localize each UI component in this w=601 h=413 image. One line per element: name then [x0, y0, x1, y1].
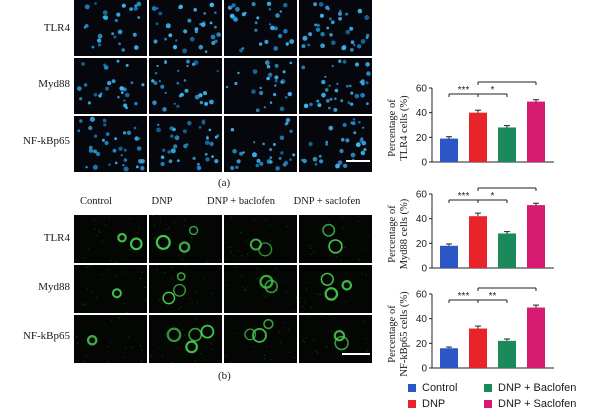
micrograph-tile-b-r0-c0 [74, 215, 147, 263]
significance-label-1: * [491, 191, 495, 202]
bar-1 [469, 328, 487, 368]
significance-bracket-0: *** [448, 291, 479, 303]
y-tick-label: 20 [416, 133, 428, 144]
y-tick-label: 60 [416, 190, 428, 201]
bar-2 [498, 233, 516, 268]
legend-item-control: Control [408, 382, 457, 394]
legend-swatch-control [408, 384, 416, 392]
panel-b-row-label-nfkbp65: NF-kBp65 [22, 330, 70, 342]
scale-bar-a [346, 160, 370, 162]
significance-label-0: *** [458, 85, 470, 96]
scale-bar-b [342, 353, 370, 355]
significance-bracket-0: *** [448, 85, 479, 97]
micrograph-tile-b-r2-c3 [299, 314, 372, 363]
panel-b-row-label-tlr4: TLR4 [43, 232, 70, 244]
panel-b-micrograph-grid [74, 215, 373, 363]
legend-item-dnp-baclofen: DNP + Baclofen [484, 382, 576, 394]
y-tick-label: 40 [416, 214, 428, 225]
significance-bracket-0: *** [448, 191, 479, 203]
micrograph-tile-a-r0-c3 [299, 0, 372, 56]
micrograph-tile-a-r2-c0 [74, 116, 147, 172]
significance-bracket-2: * [477, 78, 537, 85]
legend-item-dnp-saclofen: DNP + Saclofen [484, 398, 576, 410]
panel-a-micrograph-grid [74, 0, 372, 172]
legend-label-dnp-saclofen: DNP + Saclofen [498, 398, 577, 410]
micrograph-tile-a-r1-c2 [224, 58, 297, 114]
bar-0 [440, 348, 458, 368]
panel-a-row-label-myd88: Myd88 [38, 78, 70, 90]
significance-label-0: *** [458, 291, 470, 302]
micrograph-tile-b-r0-c1 [149, 215, 222, 263]
significance-label-2: * [505, 184, 509, 190]
bar-2 [498, 127, 516, 162]
panel-b-col-label-dnp-baclofen: DNP + baclofen [207, 196, 275, 207]
panel-b-col-label-control: Control [79, 196, 113, 207]
bar-3 [527, 101, 545, 162]
y-tick-label: 0 [421, 158, 427, 169]
legend-label-dnp: DNP [422, 398, 446, 410]
bar-1 [469, 112, 487, 162]
micrograph-tile-a-r2-c3 [299, 116, 372, 172]
significance-bracket-2: * [477, 184, 537, 191]
y-tick-label: 40 [416, 108, 428, 119]
legend-label-dnp-baclofen: DNP + Baclofen [498, 382, 577, 394]
y-tick-label: 0 [421, 264, 427, 275]
bar-0 [440, 245, 458, 268]
significance-bracket-2: ** [477, 284, 537, 291]
panel-a-row-label-tlr4: TLR4 [43, 22, 70, 34]
y-tick-label: 60 [416, 84, 428, 95]
bar-1 [469, 216, 487, 268]
significance-bracket-1: * [477, 191, 508, 203]
micrograph-tile-a-r0-c2 [224, 0, 297, 56]
micrograph-tile-a-r2-c2 [224, 116, 297, 172]
significance-bracket-1: * [477, 85, 508, 97]
legend-swatch-dnp [408, 400, 416, 408]
micrograph-tile-b-r2-c2 [223, 315, 297, 363]
micrograph-tile-a-r2-c1 [149, 116, 222, 172]
micrograph-tile-a-r1-c1 [149, 58, 222, 114]
significance-label-1: ** [489, 291, 497, 302]
bar-2 [498, 340, 516, 368]
micrograph-tile-b-r0-c2 [224, 215, 297, 263]
micrograph-tile-b-r1-c1 [148, 265, 222, 313]
micrograph-tile-b-r2-c0 [74, 315, 147, 363]
legend-swatch-dnp-baclofen [484, 384, 492, 392]
y-tick-label: 20 [416, 339, 428, 350]
micrograph-tile-b-r1-c2 [224, 265, 298, 313]
micrograph-tile-b-r1-c0 [74, 265, 147, 313]
panel-a-letter: (a) [218, 177, 231, 189]
micrograph-tile-b-r0-c3 [299, 215, 372, 263]
micrograph-tile-b-r2-c1 [149, 315, 223, 363]
panel-a-row-label-nfkbp65: NF-kBp65 [22, 135, 70, 147]
bar-3 [527, 307, 545, 368]
micrograph-tile-a-r1-c3 [299, 58, 372, 114]
micrograph-tile-a-r0-c1 [149, 0, 222, 56]
micrograph-tile-b-r1-c3 [299, 265, 373, 314]
y-tick-label: 60 [416, 290, 428, 301]
y-tick-label: 40 [416, 314, 428, 325]
panel-b-row-label-myd88: Myd88 [38, 281, 70, 293]
panel-b-col-label-dnp-saclofen: DNP + saclofen [293, 196, 361, 207]
micrograph-tile-a-r1-c0 [74, 58, 147, 114]
significance-label-1: * [491, 85, 495, 96]
bar-3 [527, 205, 545, 268]
legend-swatch-dnp-saclofen [484, 400, 492, 408]
y-tick-label: 0 [421, 364, 427, 375]
significance-bracket-1: ** [477, 291, 508, 303]
micrograph-tile-a-r0-c0 [74, 0, 147, 56]
bar-0 [440, 138, 458, 162]
significance-label-2: * [505, 78, 509, 84]
panel-b-col-label-dnp: DNP [151, 196, 173, 207]
y-tick-label: 20 [416, 239, 428, 250]
legend-item-dnp: DNP [408, 398, 445, 410]
significance-label-0: *** [458, 191, 470, 202]
panel-b-letter: (b) [218, 370, 231, 382]
significance-label-2: ** [503, 284, 511, 290]
legend-label-control: Control [422, 382, 458, 394]
